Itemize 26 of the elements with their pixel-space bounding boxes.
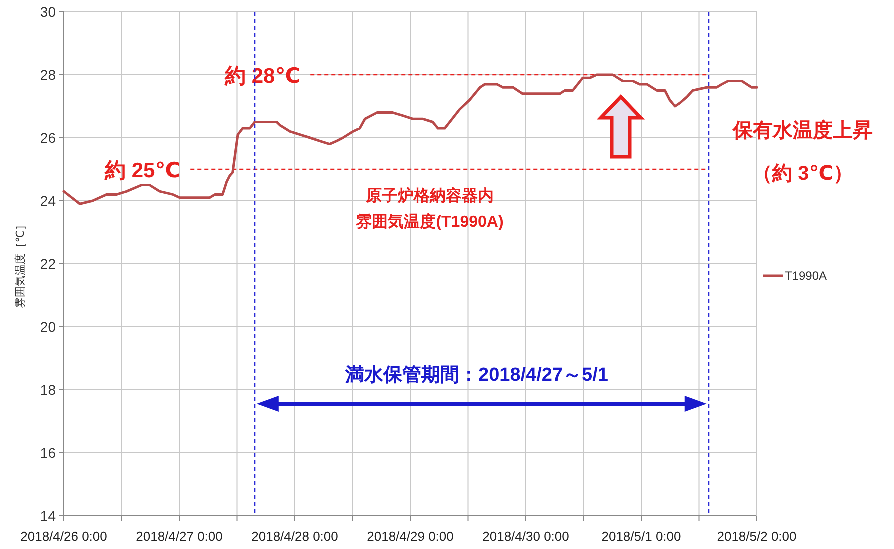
annotation: （約 3℃）: [752, 163, 854, 185]
y-tick-label: 20: [40, 319, 56, 335]
y-tick-label: 22: [40, 256, 56, 272]
x-tick-label: 2018/5/1 0:00: [602, 529, 682, 544]
y-tick-label: 18: [40, 382, 56, 398]
x-tick-label: 2018/4/28 0:00: [252, 529, 338, 544]
annotation: 雰囲気温度(T1990A): [356, 212, 504, 231]
ref-line-label: 約 25℃: [104, 160, 181, 182]
x-tick-label: 2018/4/29 0:00: [367, 529, 454, 544]
annotation: 原子炉格納容器内: [365, 186, 494, 205]
x-tick-label: 2018/4/26 0:00: [20, 529, 108, 544]
y-tick-label: 30: [40, 4, 56, 20]
annotation: 満水保管期間：2018/4/27～5/1: [344, 364, 609, 386]
x-tick-label: 2018/5/2 0:00: [717, 529, 797, 544]
legend-label: T1990A: [785, 269, 828, 283]
y-tick-label: 14: [40, 508, 56, 524]
x-tick-label: 2018/4/30 0:00: [482, 529, 570, 544]
y-tick-label: 26: [40, 130, 56, 146]
ref-line-label: 約 28℃: [224, 65, 301, 88]
y-tick-label: 28: [40, 67, 56, 83]
x-tick-label: 2018/4/27 0:00: [136, 529, 223, 544]
y-axis-title: 雰囲気温度［℃］: [14, 219, 27, 309]
y-tick-label: 24: [40, 193, 56, 209]
y-tick-label: 16: [40, 445, 56, 461]
legend: T1990A: [763, 269, 828, 283]
annotation: 保有水温度上昇: [732, 119, 873, 142]
